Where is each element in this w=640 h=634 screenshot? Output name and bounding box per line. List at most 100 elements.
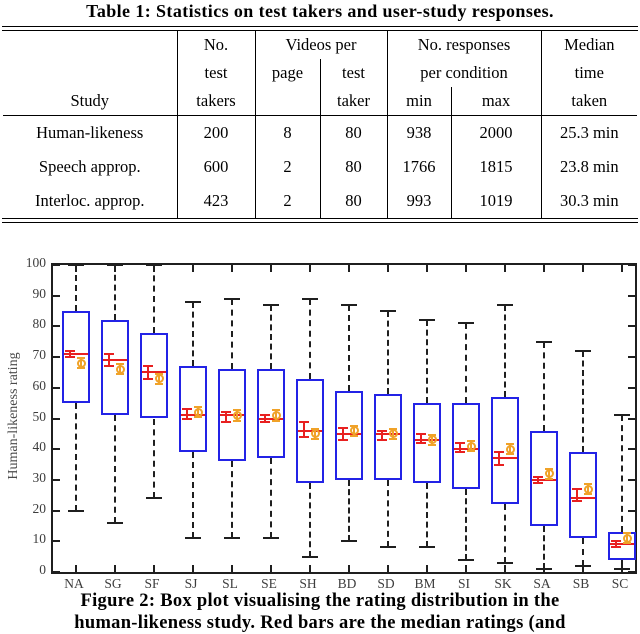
whisker-lower-SA <box>543 525 545 569</box>
whisker-cap-top-SB <box>575 349 591 352</box>
header-page-spacer <box>254 87 320 116</box>
whisker-cap-top-BM <box>419 319 435 322</box>
x-tick-top-NA <box>75 265 77 272</box>
x-tick-label-SB: SB <box>572 576 590 591</box>
whisker-lower-SK <box>504 504 506 563</box>
mean-marker-SI <box>466 441 476 451</box>
whisker-upper-BD <box>348 304 350 391</box>
median-line-SG <box>103 359 127 362</box>
whisker-cap-bottom-SI <box>458 558 474 561</box>
results-boxplot-figure: Human-likeness rating Figure 2: Box plot… <box>0 240 640 633</box>
x-tick-bottom-SF <box>153 565 155 572</box>
header-page: page <box>254 59 320 87</box>
mean-ci-cap-top-SC <box>623 532 631 535</box>
y-tick-label: 50 <box>32 408 47 424</box>
mean-ci-cap-top-NA <box>77 357 85 360</box>
median-line-SI <box>454 448 478 451</box>
x-tick-top-SE <box>270 265 272 272</box>
mean-marker-SC <box>622 533 632 543</box>
mean-marker-SK <box>505 444 515 454</box>
header-test-2: test <box>319 59 388 87</box>
mean-ci-cap-bottom-SE <box>272 419 280 422</box>
mean-ci-cap-top-BD <box>350 424 358 427</box>
y-tick-left <box>53 540 60 543</box>
header-takers: takers <box>176 87 255 116</box>
y-tick-label: 60 <box>32 377 47 393</box>
mean-ci-cap-top-SJ <box>194 406 202 409</box>
median-ci-cap-bottom-SF <box>143 377 153 380</box>
whisker-cap-bottom-SK <box>497 561 513 564</box>
x-tick-top-BM <box>426 265 428 272</box>
mean-ci-cap-bottom-SC <box>623 542 631 545</box>
whisker-cap-bottom-SF <box>146 497 162 500</box>
whisker-upper-SL <box>231 298 233 370</box>
mean-ci-cap-top-SI <box>467 440 475 443</box>
stats-table: No. Videos per No. responses Median test… <box>3 31 638 218</box>
x-tick-top-SB <box>582 265 584 272</box>
x-tick-top-BD <box>348 265 350 272</box>
median-ci-cap-bottom-BM <box>416 442 426 445</box>
box-SB <box>569 452 597 539</box>
x-tick-bottom-SG <box>114 565 116 572</box>
table-row: Speech approp. 600 2 80 1766 1815 23.8 m… <box>3 150 638 184</box>
mean-ci-cap-top-BM <box>428 433 436 436</box>
median-line-SF <box>142 371 166 374</box>
figure-caption-line1: Figure 2: Box plot visualising the ratin… <box>80 591 560 611</box>
whisker-upper-SB <box>582 350 584 453</box>
header-study: Study <box>3 87 177 116</box>
x-tick-top-SI <box>465 265 467 272</box>
x-tick-bottom-SH <box>309 565 311 572</box>
whisker-cap-bottom-SG <box>107 521 123 524</box>
whisker-cap-bottom-SH <box>302 555 318 558</box>
mean-ci-cap-bottom-SB <box>584 493 592 496</box>
mean-ci-cap-bottom-SD <box>389 437 397 440</box>
y-tick-label: 30 <box>32 469 47 485</box>
x-tick-bottom-SI <box>465 565 467 572</box>
whisker-cap-top-SH <box>302 297 318 300</box>
x-tick-label-SD: SD <box>377 576 395 591</box>
x-tick-top-SK <box>504 265 506 272</box>
table-row: Human-likeness 200 8 80 938 2000 25.3 mi… <box>3 115 638 150</box>
median-ci-cap-top-SB <box>572 488 582 491</box>
whisker-upper-SH <box>309 298 311 379</box>
x-tick-bottom-SJ <box>192 565 194 572</box>
whisker-upper-NA <box>75 265 77 312</box>
cell-taker: 80 <box>319 184 388 218</box>
whisker-lower-SH <box>309 482 311 557</box>
whisker-cap-top-SJ <box>185 300 201 303</box>
mean-ci-cap-bottom-NA <box>77 367 85 370</box>
cell-min: 1766 <box>386 150 452 184</box>
cell-takers: 200 <box>176 115 255 150</box>
table-row: Interloc. approp. 423 2 80 993 1019 30.3… <box>3 184 638 218</box>
whisker-upper-SJ <box>192 301 194 367</box>
whisker-lower-SD <box>387 479 389 548</box>
table-top-rule <box>2 26 638 31</box>
y-tick-label: 100 <box>25 255 46 270</box>
cell-taker: 80 <box>319 115 388 150</box>
whisker-cap-top-SI <box>458 322 474 325</box>
median-ci-BM <box>420 433 422 444</box>
cell-time: 23.8 min <box>540 150 638 184</box>
x-tick-top-SF <box>153 265 155 272</box>
x-tick-bottom-SB <box>582 565 584 572</box>
median-ci-cap-bottom-SB <box>572 500 582 503</box>
median-ci-cap-bottom-SA <box>533 481 543 484</box>
median-ci-SL <box>225 412 227 422</box>
median-ci-cap-top-SH <box>299 420 309 423</box>
median-line-NA <box>64 353 88 356</box>
cell-time: 25.3 min <box>540 115 638 150</box>
whisker-lower-BD <box>348 479 350 542</box>
mean-marker-SL <box>232 410 242 420</box>
mean-marker-SB <box>583 484 593 494</box>
mean-marker-SJ <box>193 407 203 417</box>
x-tick-top-SG <box>114 265 116 272</box>
y-tick-label: 20 <box>32 500 47 516</box>
x-tick-bottom-SD <box>387 565 389 572</box>
median-ci-cap-top-SA <box>533 475 543 478</box>
median-ci-cap-top-NA <box>65 349 75 352</box>
mean-marker-SG <box>115 364 125 374</box>
median-ci-cap-bottom-SE <box>260 420 270 423</box>
whisker-cap-top-SE <box>263 303 279 306</box>
y-tick-right <box>628 325 635 328</box>
whisker-cap-bottom-BD <box>341 540 357 543</box>
